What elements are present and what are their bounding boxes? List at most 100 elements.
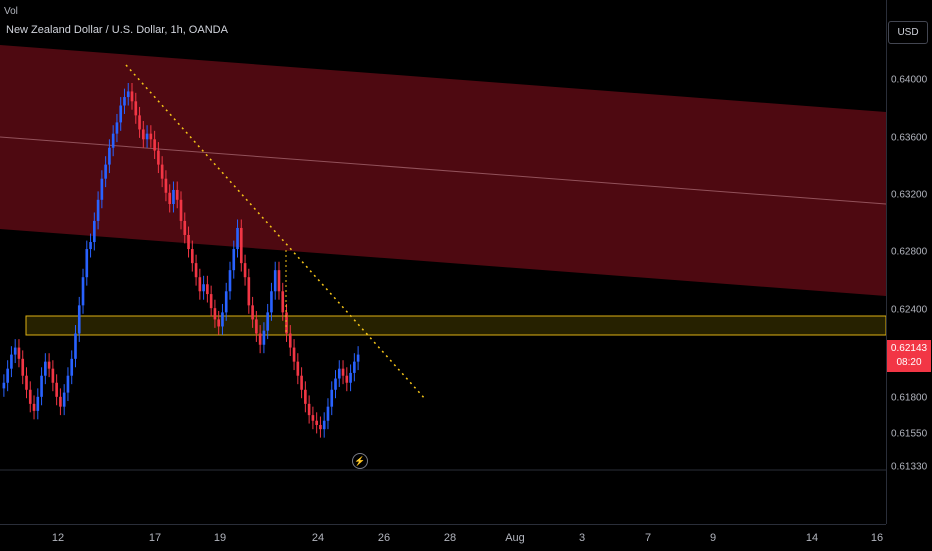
lightning-icon[interactable]: ⚡ (352, 453, 368, 469)
candle-body (17, 347, 21, 359)
candle-body (307, 403, 311, 416)
candle-body (217, 319, 221, 327)
candle-body (81, 277, 85, 306)
price-tick: 0.61800 (891, 392, 928, 404)
time-tick: Aug (505, 532, 525, 544)
candle-body (183, 220, 187, 235)
candle-body (134, 101, 138, 116)
candle-body (168, 192, 172, 205)
candle-body (6, 368, 9, 383)
candle-body (13, 347, 17, 355)
candle-body (221, 312, 224, 327)
candle-body (93, 220, 96, 243)
candle-body (164, 178, 168, 193)
candle-body (32, 403, 36, 411)
candle-body (55, 382, 58, 397)
candle-body (179, 199, 183, 221)
candle-body (349, 372, 352, 383)
candle-body (108, 147, 111, 165)
channel-midline (0, 136, 887, 205)
time-tick: 3 (578, 532, 586, 544)
candle-body (224, 291, 228, 313)
chart-legend-title: New Zealand Dollar / U.S. Dollar, 1h, OA… (6, 24, 228, 36)
candle-body (175, 189, 179, 200)
candle-body (334, 378, 337, 390)
candle-body (232, 249, 236, 271)
candle-body (119, 105, 123, 123)
candle-body (187, 234, 190, 250)
candle-body (51, 368, 55, 383)
candle-body (304, 389, 307, 404)
candle-body (292, 347, 296, 362)
candle-body (266, 312, 269, 331)
candle-body (353, 361, 356, 373)
candle-body (243, 263, 247, 278)
candle-body (341, 368, 345, 376)
candle-body (141, 129, 145, 140)
candle-body (330, 389, 334, 407)
volume-label: Vol (4, 6, 18, 17)
candle-body (47, 361, 51, 369)
candle-body (123, 97, 126, 106)
candle-body (70, 358, 74, 376)
candle-body (209, 294, 213, 309)
candle-body (149, 133, 153, 140)
candle-body (2, 382, 6, 389)
candle-body (126, 91, 130, 98)
candle-body (85, 249, 89, 278)
price-tick: 0.62800 (891, 246, 928, 258)
candle-body (258, 333, 262, 345)
candle-body (153, 139, 156, 151)
resistance-zone (25, 315, 887, 336)
candle-body (247, 277, 251, 306)
candle-body (130, 91, 134, 102)
candle-body (138, 115, 141, 130)
candle-body (251, 305, 254, 320)
candle-body (145, 133, 149, 140)
candle-body (277, 270, 281, 292)
price-scale[interactable]: 0.64000 0.63600 0.63200 0.62800 0.62400 … (886, 0, 932, 524)
candle-body (111, 133, 115, 148)
time-tick: 14 (805, 532, 819, 544)
candle-body (236, 227, 239, 250)
candle-body (311, 415, 315, 421)
candle-body (77, 305, 81, 334)
candle-body (21, 358, 25, 376)
candle-body (25, 375, 28, 390)
candle-body (44, 361, 47, 376)
candle-body (172, 189, 175, 205)
candle-body (319, 424, 322, 430)
price-tick: 0.62400 (891, 304, 928, 316)
candle-body (96, 199, 100, 221)
candle-body (300, 375, 303, 390)
candle-body (345, 375, 349, 383)
candle-body (228, 270, 232, 292)
candle-body (66, 375, 70, 393)
price-tick: 0.64000 (891, 74, 928, 86)
candle-body (322, 420, 326, 430)
time-axis[interactable]: 12 17 19 24 26 28 Aug 3 7 9 14 16 (0, 524, 886, 551)
time-tick: 17 (148, 532, 162, 544)
candle-body (100, 178, 104, 200)
time-tick: 16 (870, 532, 884, 544)
candle-body (36, 396, 40, 411)
candle-body (190, 249, 194, 264)
candle-body (74, 333, 77, 359)
candle-body (326, 406, 330, 421)
candle-body (239, 227, 243, 264)
candle-body (206, 284, 209, 295)
candle-body (288, 333, 292, 348)
candle-body (273, 270, 277, 292)
price-tick: 0.61550 (891, 428, 928, 440)
time-tick: 24 (311, 532, 325, 544)
candle-body (262, 330, 266, 345)
currency-button[interactable]: USD (888, 21, 928, 44)
candle-body (281, 291, 285, 313)
candle-body (115, 122, 119, 134)
candle-body (296, 361, 300, 376)
candle-body (89, 242, 92, 250)
bar-countdown: 08:20 (896, 357, 922, 368)
candle-body (28, 389, 32, 404)
candle-body (202, 284, 205, 292)
